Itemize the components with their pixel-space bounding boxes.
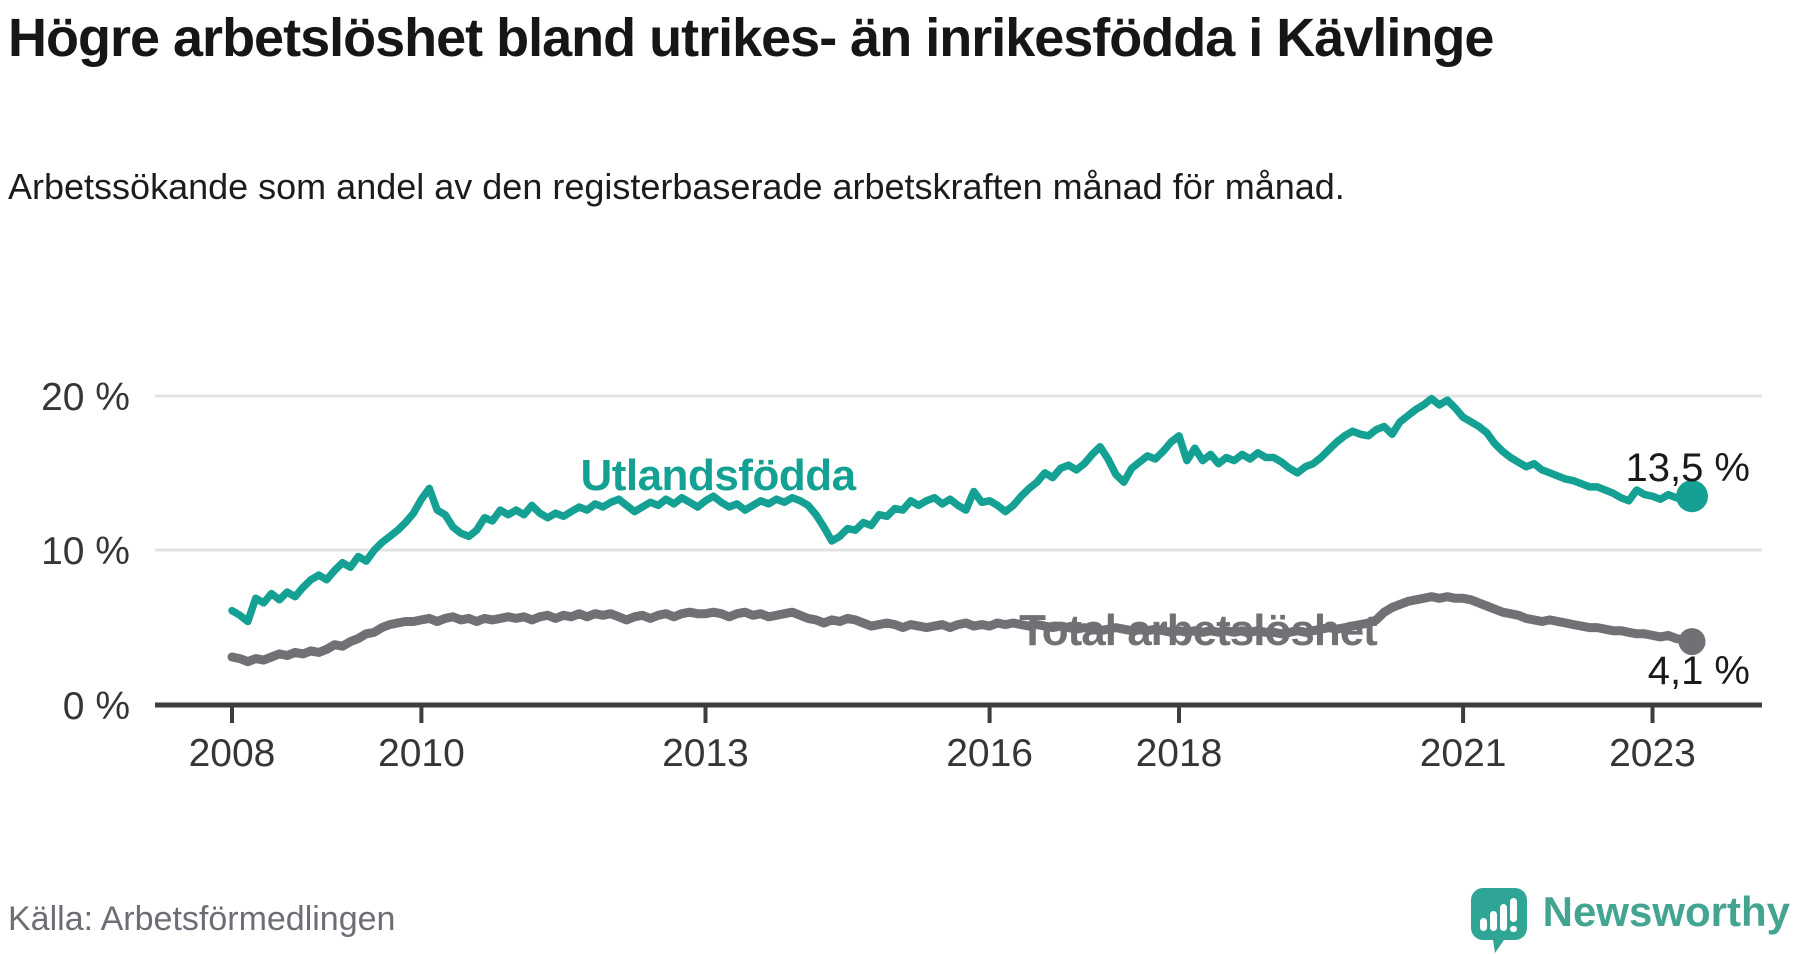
gridlines xyxy=(155,394,1762,552)
logo-bars xyxy=(1479,898,1517,932)
x-tick-label-2008: 2008 xyxy=(189,732,276,775)
line-chart: 20 % 10 % 0 % 2008 2010 2013 2016 2018 2021 20… xyxy=(41,376,1762,775)
end-dot-total xyxy=(1678,628,1706,656)
series-line-utlandsfodda xyxy=(228,394,1696,626)
brand-footer: Newsworthy xyxy=(1470,888,1790,953)
brand-name: Newsworthy xyxy=(1542,888,1790,935)
y-tick-label-0: 0 % xyxy=(63,685,130,728)
end-value-total: 4,1 % xyxy=(1648,649,1750,693)
series-line-total xyxy=(227,592,1697,667)
chart-subtitle: Arbetssökande som andel av den registerb… xyxy=(8,166,1345,207)
source-note: Källa: Arbetsförmedlingen xyxy=(8,900,396,938)
x-tick-label-2013: 2013 xyxy=(662,732,749,775)
series-label-utlandsfodda: Utlandsfödda xyxy=(580,451,856,500)
y-tick-label-20: 20 % xyxy=(41,376,130,419)
logo-bubble xyxy=(1470,888,1527,953)
x-tick-label-2021: 2021 xyxy=(1420,732,1507,775)
y-axis-labels: 20 % 10 % 0 % xyxy=(41,376,130,728)
series-layer xyxy=(227,394,1708,667)
x-axis: 2008 2010 2013 2016 2018 2021 2023 xyxy=(189,705,1696,775)
x-tick-label-2018: 2018 xyxy=(1136,732,1223,775)
end-value-utlandsfodda: 13,5 % xyxy=(1625,446,1750,490)
newsworthy-logo-icon xyxy=(1470,888,1527,953)
x-tick-label-2010: 2010 xyxy=(378,732,465,775)
page-title: Högre arbetslöshet bland utrikes- än inr… xyxy=(8,8,1494,68)
x-tick-label-2023: 2023 xyxy=(1609,732,1696,775)
series-label-total: Total arbetslöshet xyxy=(1019,606,1378,655)
end-dot-utlandsfodda xyxy=(1676,480,1708,513)
x-tick-label-2016: 2016 xyxy=(946,732,1033,775)
y-tick-label-10: 10 % xyxy=(41,530,130,573)
